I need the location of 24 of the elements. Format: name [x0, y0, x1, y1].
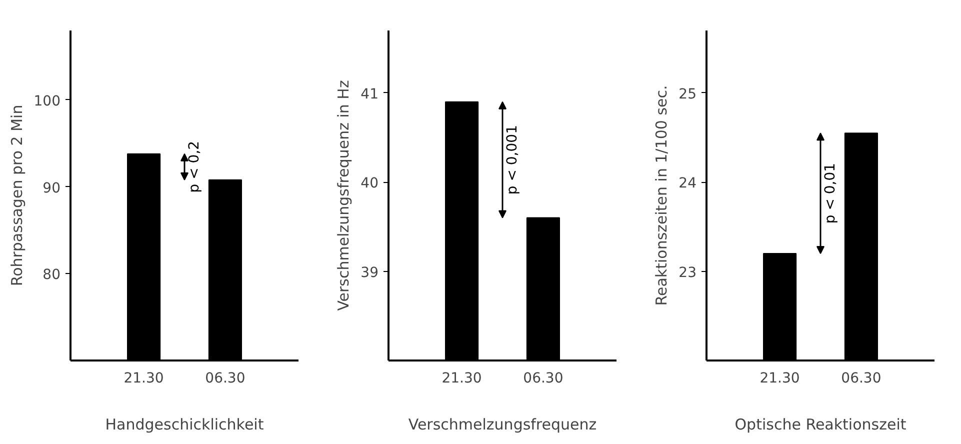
- y-tick-label: 90: [42, 180, 61, 196]
- x-axis-title: Optische Reaktionszeit: [734, 416, 906, 434]
- y-tick-label: 41: [360, 86, 379, 102]
- y-axis-title: Verschmelzungsfrequenz in Hz: [334, 80, 353, 311]
- x-axis-title: Verschmelzungsfrequenz: [408, 416, 597, 434]
- y-tick-label: 24: [678, 176, 697, 192]
- annotation: p < 0,01: [822, 162, 838, 224]
- y-tick-label: 100: [34, 93, 61, 110]
- x-tick-label: 06.30: [205, 370, 246, 386]
- y-tick-label: 39: [360, 264, 379, 281]
- annotation: p < 0,001: [504, 125, 520, 195]
- y-tick-label: 25: [678, 86, 697, 102]
- x-axis-title: Handgeschicklichkeit: [105, 416, 264, 434]
- y-tick-label: 40: [360, 176, 379, 192]
- annotation: p < 0,2: [186, 140, 202, 193]
- y-tick-label: 23: [678, 264, 697, 281]
- x-tick-label: 21.30: [124, 370, 164, 386]
- y-axis-title: Reaktionszeiten in 1/100 sec.: [652, 85, 671, 306]
- x-tick-label: 21.30: [442, 370, 482, 386]
- y-axis-title: Rohrpassagen pro 2 Min: [8, 104, 26, 286]
- y-tick-label: 80: [42, 267, 61, 284]
- x-tick-label: 21.30: [760, 370, 800, 386]
- x-tick-label: 06.30: [841, 370, 882, 386]
- x-tick-label: 06.30: [523, 370, 564, 386]
